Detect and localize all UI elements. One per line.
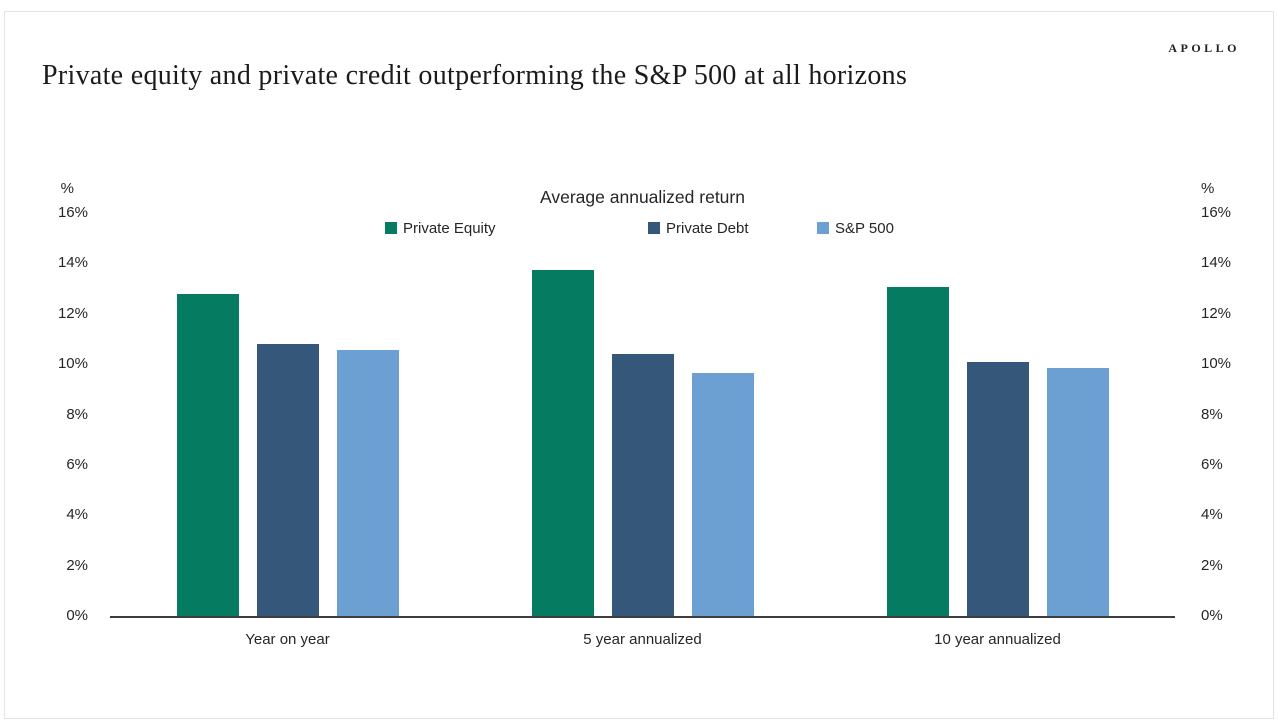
slide-border xyxy=(4,11,1274,719)
bar-private-debt xyxy=(966,361,1029,616)
y-tick-label: 14% xyxy=(57,254,88,272)
y-axis-unit-right: % xyxy=(1201,180,1215,197)
bar-group-year-on-year xyxy=(110,213,465,616)
y-tick-label: 2% xyxy=(66,556,88,574)
x-axis: Year on year 5 year annualized 10 year ann… xyxy=(110,631,1175,648)
apollo-logo: APOLLO xyxy=(1168,41,1240,55)
chart-title: Average annualized return xyxy=(540,187,745,207)
y-tick-label: 14% xyxy=(1201,254,1232,272)
legend-swatch-private-equity xyxy=(385,222,397,234)
x-category-label: 5 year annualized xyxy=(583,631,702,648)
bar-private-equity xyxy=(176,293,239,616)
legend-swatch-sp500 xyxy=(817,222,829,234)
legend-item-private-debt: Private Debt xyxy=(648,219,749,237)
bar-group-10-year-annualized xyxy=(820,213,1175,616)
bar-private-debt xyxy=(611,354,674,616)
bar-private-equity xyxy=(531,269,594,616)
bar-private-debt xyxy=(256,343,319,616)
y-tick-label: 4% xyxy=(66,506,88,524)
y-axis-unit-left: % xyxy=(60,180,74,197)
x-category-label: Year on year xyxy=(245,631,330,648)
plot-area xyxy=(110,213,1175,618)
y-tick-label: 12% xyxy=(1201,304,1232,322)
y-tick-label: 12% xyxy=(57,304,88,322)
y-tick-label: 6% xyxy=(1201,455,1223,473)
y-tick-label: 8% xyxy=(66,405,88,423)
y-tick-label: 2% xyxy=(1201,556,1223,574)
y-tick-label: 16% xyxy=(57,204,88,221)
page-title: Private equity and private credit outper… xyxy=(42,60,908,91)
y-tick-label: 10% xyxy=(57,355,88,373)
legend-label: Private Equity xyxy=(403,219,496,237)
y-tick-label: 8% xyxy=(1201,405,1223,423)
chart-legend: Private Equity Private Debt S&P 500 xyxy=(0,219,1278,237)
y-tick-label: 4% xyxy=(1201,506,1223,524)
bar-private-equity xyxy=(886,287,949,616)
y-tick-label: 0% xyxy=(1201,607,1223,624)
y-tick-label: 16% xyxy=(1201,204,1232,221)
legend-swatch-private-debt xyxy=(648,222,660,234)
legend-label: Private Debt xyxy=(666,219,749,237)
legend-item-sp500: S&P 500 xyxy=(817,219,894,237)
legend-label: S&P 500 xyxy=(835,219,894,237)
bar-s-p-500 xyxy=(1046,367,1109,616)
y-tick-label: 6% xyxy=(66,455,88,473)
bar-group-5-year-annualized xyxy=(465,213,820,616)
bar-s-p-500 xyxy=(336,350,399,616)
y-tick-label: 0% xyxy=(66,607,88,624)
legend-item-private-equity: Private Equity xyxy=(385,219,496,237)
y-tick-label: 10% xyxy=(1201,355,1232,373)
x-category-label: 10 year annualized xyxy=(934,631,1061,648)
bar-s-p-500 xyxy=(691,372,754,616)
